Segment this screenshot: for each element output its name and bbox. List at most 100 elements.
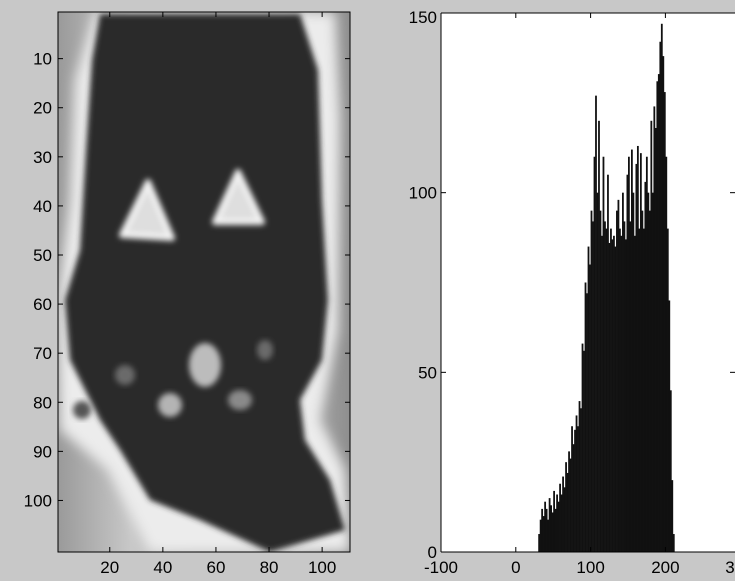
histogram-bar [610,228,612,552]
histogram-bar [565,462,567,552]
histogram-bar [545,508,548,552]
histogram-bar [636,145,639,552]
image-y-tick-label: 20 [33,99,52,118]
histogram-axes-frame [440,12,735,553]
histogram-bar [550,505,553,552]
image-x-tick-label: 20 [100,558,119,577]
histogram-x-tick-label: 30 [725,558,735,577]
histogram-bar [630,149,633,552]
histogram-bar [577,426,579,552]
image-y-ticks: 10 20 30 40 50 60 70 80 90 100 [24,50,350,510]
histogram-bar [611,239,614,552]
histogram-bar [653,106,656,552]
histogram-bar [620,235,623,552]
histogram-bar [645,156,648,552]
histogram-y-tick-label: 150 [409,8,437,27]
image-x-tick-label: 60 [206,558,225,577]
histogram-bar [562,476,564,552]
histogram-x-tick-label: 200 [651,558,679,577]
histogram-bar [599,210,602,552]
histogram-bar [648,210,651,552]
histogram-bar [593,156,596,552]
histogram-bar [596,192,599,552]
histogram-bar [607,174,609,552]
histogram-bar [654,127,657,552]
histogram-bar [656,81,659,553]
image-y-tick-label: 100 [24,491,52,510]
histogram-bar [608,242,611,552]
histogram-bar [554,508,557,552]
histogram-bar [557,501,560,552]
histogram-x-tick-label: -100 [424,558,458,577]
histogram-bar [625,239,627,552]
histogram-bar [542,516,545,552]
histogram-bar [642,228,645,552]
histogram-bar [671,480,674,552]
image-y-tick-label: 80 [33,393,52,412]
histogram-bar [602,156,605,552]
histogram-bar [619,228,621,552]
histogram-bar [583,350,585,552]
histogram-bar [665,156,668,552]
histogram-bar [601,235,603,552]
histogram-y-ticks: 0 50 100 150 [409,8,735,562]
histogram-bar [672,534,675,552]
image-x-tick-label: 100 [308,558,336,577]
histogram-bar [623,221,626,552]
histogram-bar [560,494,563,552]
image-x-tick-label: 80 [260,558,279,577]
histogram-bar [544,501,547,552]
histogram-bar [651,192,654,552]
histogram-bar [629,221,632,552]
histogram-bar [598,120,600,553]
histogram-bars [538,23,675,553]
histogram-y-tick-label: 0 [428,543,437,562]
histogram-bar [622,192,624,552]
image-y-tick-label: 50 [33,246,52,265]
histogram-bar [559,483,561,552]
histogram-bar [647,192,650,552]
histogram-bar [663,92,666,552]
histogram-bar [659,41,662,552]
histogram-bar [644,181,647,553]
histogram-bar [548,498,551,552]
histogram-bar [584,282,587,552]
histogram-bar [616,210,618,552]
image-axes-frame [57,11,351,553]
histogram-bar [563,487,566,552]
histogram-bar [569,458,572,552]
histogram-bar [635,163,638,553]
histogram-bar [666,228,669,552]
histogram-bar [628,156,630,552]
histogram-bar [604,221,606,552]
histogram-bar [551,512,554,552]
histogram-bar [605,228,608,552]
histogram-bar [574,429,576,552]
histogram-bar [669,390,672,552]
histogram-bar [639,153,642,552]
histogram-bar [595,95,597,552]
histogram-bar [660,23,663,552]
image-y-tick-label: 40 [33,197,52,216]
histogram-bar [575,415,578,552]
histogram-bar [556,494,558,552]
image-y-tick-label: 60 [33,295,52,314]
histogram-bar [553,490,555,552]
histogram-bar [662,56,665,553]
histogram-bar [571,426,573,552]
image-x-ticks: 20 40 60 80 100 [100,12,336,577]
histogram-bar [572,444,575,552]
histogram-bar [626,174,629,552]
image-panel: 20 40 60 80 100 10 20 30 40 50 60 70 80 90 100 [24,11,351,577]
histogram-bar [539,519,542,552]
histogram-bar [580,408,582,552]
histogram-bar [578,401,581,552]
histogram-bar [641,210,644,552]
histogram-bar [581,343,584,552]
histogram-bar [632,192,635,552]
histogram-y-tick-label: 50 [418,363,437,382]
histogram-bar [633,235,636,552]
image-y-tick-label: 90 [33,442,52,461]
